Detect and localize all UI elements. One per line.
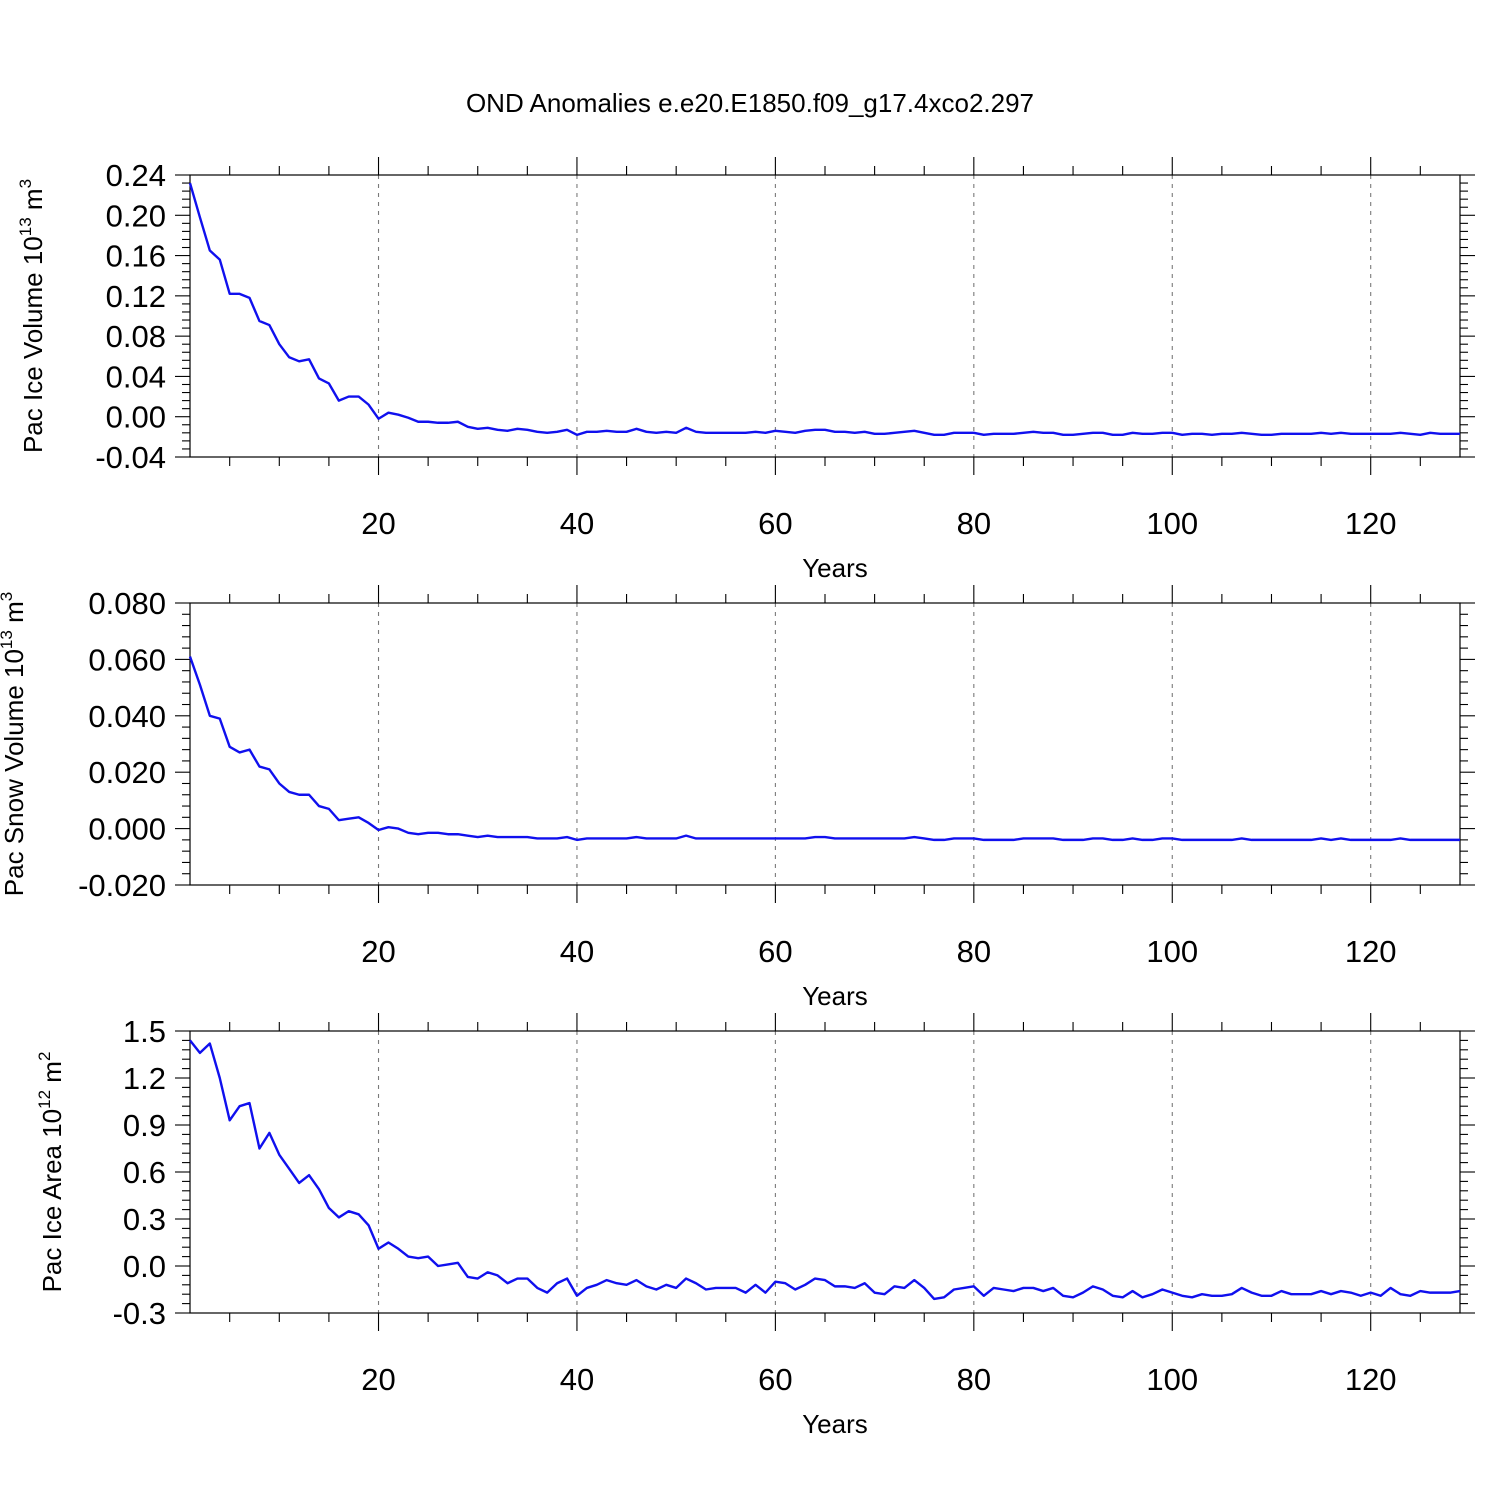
y-axis-title: Pac Snow Volume 1013 m3: [0, 592, 29, 896]
y-tick-label: 0.16: [106, 239, 166, 274]
plot-frame: [189, 602, 1461, 886]
y-tick-label: 0.12: [106, 279, 166, 314]
y-tick-label: 0.060: [88, 642, 166, 677]
plot-frame: [189, 1030, 1461, 1314]
y-tick-label: -0.04: [95, 440, 166, 475]
y-tick-label: 0.3: [123, 1202, 166, 1237]
y-tick-label: 0.6: [123, 1155, 166, 1190]
x-tick-label: 60: [758, 506, 792, 541]
x-tick-label: 20: [361, 934, 395, 969]
y-tick-label: -0.3: [113, 1296, 166, 1331]
plot-frame: [189, 174, 1461, 458]
x-tick-label: 60: [758, 934, 792, 969]
data-series-line: [188, 182, 1460, 437]
x-tick-label: 80: [957, 934, 991, 969]
x-tick-label: 20: [361, 1362, 395, 1397]
y-tick-label: 0.08: [106, 319, 166, 354]
data-series-line: [188, 656, 1460, 842]
y-tick-label: 1.5: [123, 1014, 166, 1049]
chart-panel-2: 20 40 60 80 100 120 -0.020 0.000 0.020 0.040 0.060…: [0, 585, 1475, 1011]
x-tick-label: 120: [1345, 506, 1397, 541]
y-tick-label: 0.000: [88, 812, 166, 847]
x-tick-label: 120: [1345, 934, 1397, 969]
y-axis-title: Pac Ice Volume 1013 m3: [16, 179, 48, 453]
x-tick-label: 80: [957, 506, 991, 541]
y-tick-label: 0.040: [88, 699, 166, 734]
y-tick-label: 0.0: [123, 1249, 166, 1284]
x-tick-label: 40: [560, 934, 594, 969]
x-tick-label: 100: [1146, 1362, 1198, 1397]
x-tick-label: 100: [1146, 506, 1198, 541]
y-tick-label: 0.20: [106, 198, 166, 233]
chart-panel-1: 20 40 60 80 100 120 -0.04 0.00 0.04 0.08 0.12 0.16 0…: [16, 157, 1475, 583]
y-tick-label: 1.2: [123, 1061, 166, 1096]
x-tick-label: 80: [957, 1362, 991, 1397]
x-tick-label: 40: [560, 1362, 594, 1397]
x-axis-title: Years: [802, 981, 868, 1011]
y-axis-title: Pac Ice Area 1012 m2: [35, 1052, 67, 1293]
y-tick-label: 0.020: [88, 755, 166, 790]
y-tick-label: 0.00: [106, 400, 166, 435]
y-tick-label: 0.9: [123, 1108, 166, 1143]
y-tick-label: -0.020: [78, 868, 166, 903]
figure-title: OND Anomalies e.e20.E1850.f09_g17.4xco2.…: [466, 88, 1034, 118]
x-axis-title: Years: [802, 553, 868, 583]
x-tick-label: 60: [758, 1362, 792, 1397]
x-tick-label: 40: [560, 506, 594, 541]
x-tick-label: 100: [1146, 934, 1198, 969]
y-tick-label: 0.080: [88, 586, 166, 621]
x-tick-label: 20: [361, 506, 395, 541]
y-tick-label: 0.04: [106, 359, 166, 394]
x-tick-label: 120: [1345, 1362, 1397, 1397]
y-tick-label: 0.24: [106, 158, 166, 193]
x-axis-title: Years: [802, 1409, 868, 1439]
chart-panel-3: 20 40 60 80 100 120 -0.3 0.0 0.3 0.6 0.9 1.2 1.5 Year…: [35, 1013, 1475, 1439]
data-series-line: [189, 1039, 1461, 1301]
